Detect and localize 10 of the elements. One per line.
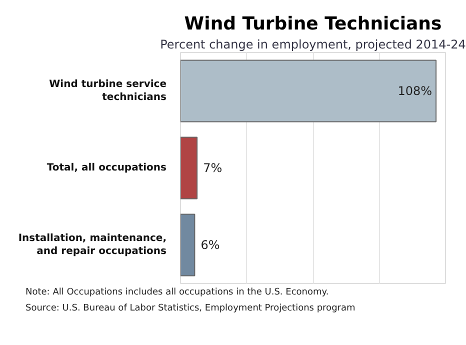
data-label: 6% [200, 238, 220, 252]
chart-title: Wind Turbine Technicians [184, 14, 442, 34]
data-label: 7% [203, 161, 222, 175]
text: Note: All Occupations includes all occupations in the U.S. Economy. [26, 288, 329, 298]
source-note: Source: U.S. Bureau of Labor Statistics, Employment Projections program [26, 304, 356, 314]
chart-subtitle: Percent change in employment, projected 2014-24 [160, 38, 466, 52]
y-tick-label: Installation, maintenance, and repair occupations [18, 232, 167, 258]
data-label: 108% [398, 84, 432, 98]
y-tick-label: Total, all occupations [46, 162, 167, 174]
y-tick-label: Wind turbine service technicians [49, 78, 167, 104]
